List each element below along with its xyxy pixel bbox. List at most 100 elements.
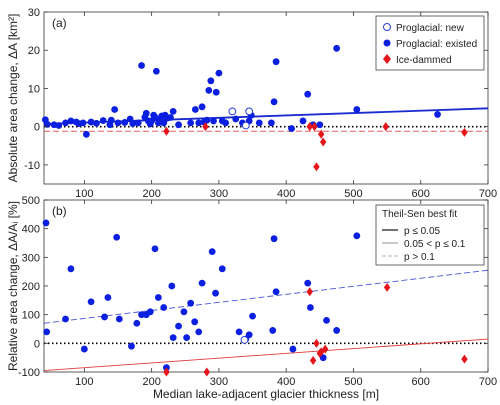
y-tick-label: 10 <box>28 83 40 95</box>
point-proglacial-existed <box>207 77 215 85</box>
point-proglacial-existed <box>270 235 278 243</box>
y-tick-label: -10 <box>24 160 40 172</box>
legend-b: Theil-Sen best fit p ≤ 0.05 0.05 < p ≤ 0… <box>375 204 485 266</box>
point-proglacial-existed <box>43 328 51 336</box>
fit-line-1 <box>43 338 489 372</box>
x-tick-label: 100 <box>75 188 93 200</box>
point-ice-dammed <box>461 354 468 364</box>
point-proglacial-existed <box>175 322 182 330</box>
point-proglacial-existed <box>323 317 330 324</box>
data-points-a <box>41 44 468 172</box>
point-proglacial-existed <box>212 88 220 96</box>
point-proglacial-existed <box>245 331 253 339</box>
point-proglacial-existed <box>304 279 312 287</box>
y-tick-label: 300 <box>22 252 40 264</box>
point-proglacial-existed <box>208 248 216 256</box>
legend-marker-ice <box>383 54 391 64</box>
point-proglacial-existed <box>232 115 240 123</box>
point-ice-dammed <box>313 162 320 172</box>
point-proglacial-existed <box>113 233 121 241</box>
point-proglacial-existed <box>353 232 361 240</box>
point-ice-dammed <box>309 356 317 366</box>
point-proglacial-existed <box>316 121 324 129</box>
point-proglacial-existed <box>222 119 230 127</box>
point-proglacial-existed <box>333 327 341 334</box>
x-ticks-b: 100 200 300 400 500 600 700 <box>75 200 497 388</box>
fit-lines-b <box>43 269 489 372</box>
point-proglacial-existed <box>212 289 219 297</box>
point-ice-dammed <box>382 122 389 132</box>
point-ice-dammed <box>163 126 170 136</box>
point-ice-dammed <box>319 137 327 147</box>
point-proglacial-existed <box>270 98 278 106</box>
y-axis-label-b: Relative area change, ΔA/Aᵢ [%] <box>6 201 20 371</box>
point-proglacial-existed <box>167 114 174 121</box>
point-proglacial-existed <box>203 116 211 124</box>
legend-label-sig: p ≤ 0.05 <box>404 226 441 237</box>
point-proglacial-new <box>240 335 249 344</box>
point-proglacial-existed <box>152 67 160 75</box>
point-ice-dammed <box>306 287 313 297</box>
point-proglacial-existed <box>87 298 95 306</box>
panel-b-chart: 100 200 300 400 500 600 700 -100 0 100 200 300 400 5… <box>6 195 497 401</box>
point-proglacial-existed <box>249 312 256 320</box>
point-proglacial-existed <box>79 119 87 127</box>
legend-label-marginal: 0.05 < p ≤ 0.1 <box>404 239 466 250</box>
x-tick-label: 600 <box>412 376 430 388</box>
legend-label-ice: Ice-dammed <box>396 55 452 66</box>
panel-label-a: (a) <box>52 16 67 30</box>
point-proglacial-existed <box>169 334 177 341</box>
x-tick-label: 200 <box>142 188 160 200</box>
point-proglacial-existed <box>101 313 108 321</box>
point-proglacial-existed <box>215 69 223 77</box>
point-proglacial-existed <box>62 315 69 323</box>
point-proglacial-existed <box>154 294 162 301</box>
point-proglacial-existed <box>115 315 123 323</box>
point-proglacial-existed <box>93 119 100 127</box>
point-proglacial-existed <box>255 119 263 127</box>
point-proglacial-existed <box>169 107 177 115</box>
point-ice-dammed <box>317 129 325 139</box>
point-proglacial-existed <box>267 119 275 127</box>
y-tick-label: 100 <box>22 310 40 322</box>
legend-box-b <box>375 204 485 266</box>
x-tick-label: 700 <box>479 188 497 200</box>
point-proglacial-existed <box>210 117 217 125</box>
legend-label-nonsig: p > 0.1 <box>404 252 435 263</box>
point-proglacial-existed <box>304 90 312 98</box>
point-proglacial-existed <box>80 345 88 353</box>
point-proglacial-existed <box>82 130 90 138</box>
point-proglacial-existed <box>104 294 112 301</box>
point-proglacial-existed <box>353 106 361 113</box>
legend-title-b: Theil-Sen best fit <box>382 209 457 220</box>
point-ice-dammed <box>383 282 391 292</box>
x-tick-label: 200 <box>142 376 160 388</box>
point-proglacial-existed <box>99 117 107 124</box>
point-proglacial-existed <box>333 44 341 52</box>
point-proglacial-existed <box>191 106 199 113</box>
point-proglacial-existed <box>121 119 129 126</box>
point-proglacial-existed <box>272 288 280 296</box>
x-axis-label: Median lake-adjacent glacier thickness [… <box>153 387 379 401</box>
point-proglacial-existed <box>218 265 226 273</box>
point-ice-dammed <box>313 338 320 348</box>
point-proglacial-existed <box>175 121 182 129</box>
point-ice-dammed <box>203 367 210 377</box>
data-points-b <box>42 219 468 377</box>
point-proglacial-new <box>241 121 250 130</box>
point-proglacial-existed <box>235 328 243 336</box>
point-proglacial-existed <box>289 345 297 353</box>
point-proglacial-existed <box>183 334 191 341</box>
fit-line-2 <box>43 269 489 324</box>
point-proglacial-existed <box>133 319 141 327</box>
point-proglacial-existed <box>129 120 137 128</box>
y-ticks-a: -10 0 10 20 30 <box>24 7 488 172</box>
point-proglacial-existed <box>434 111 441 118</box>
point-proglacial-existed <box>114 119 122 127</box>
point-proglacial-existed <box>307 304 314 311</box>
point-ice-dammed <box>311 122 318 132</box>
y-tick-label: 0 <box>34 122 40 134</box>
point-proglacial-existed <box>138 62 145 69</box>
point-proglacial-existed <box>128 342 135 350</box>
point-proglacial-existed <box>146 308 154 316</box>
